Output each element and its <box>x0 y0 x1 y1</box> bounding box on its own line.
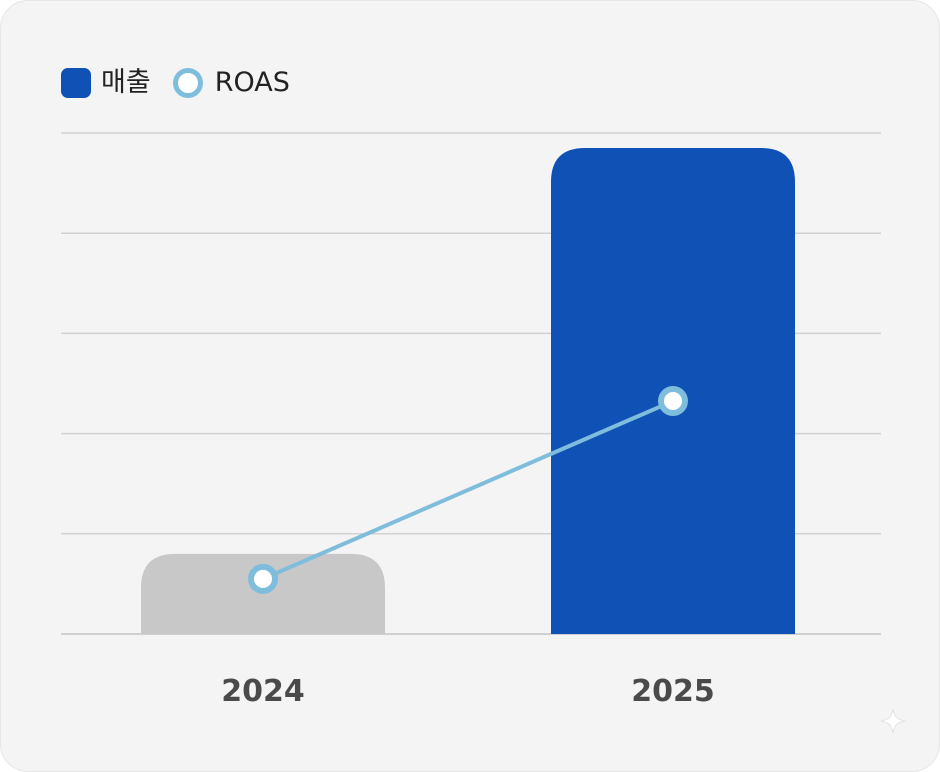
x-axis-tick-labels: 2024 2025 <box>221 674 715 709</box>
legend-item-revenue: 매출 <box>61 68 151 98</box>
legend-swatch-roas <box>172 68 203 98</box>
roas-point-2025 <box>658 386 688 417</box>
roas-line-series <box>248 386 688 594</box>
bars <box>141 148 795 634</box>
chart-legend: 매출 ROAS <box>61 65 312 101</box>
roas-line <box>262 399 674 581</box>
roas-point-2024 <box>248 563 278 594</box>
legend-label-revenue: 매출 <box>101 67 151 98</box>
x-tick-label-2025: 2025 <box>631 674 715 709</box>
sparkle-icon <box>880 708 906 734</box>
x-tick-label-2024: 2024 <box>221 674 305 709</box>
legend-swatch-revenue <box>61 68 91 98</box>
legend-label-roas: ROAS <box>214 67 290 98</box>
bar-2024 <box>141 553 385 634</box>
legend-item-roas: ROAS <box>172 67 290 98</box>
